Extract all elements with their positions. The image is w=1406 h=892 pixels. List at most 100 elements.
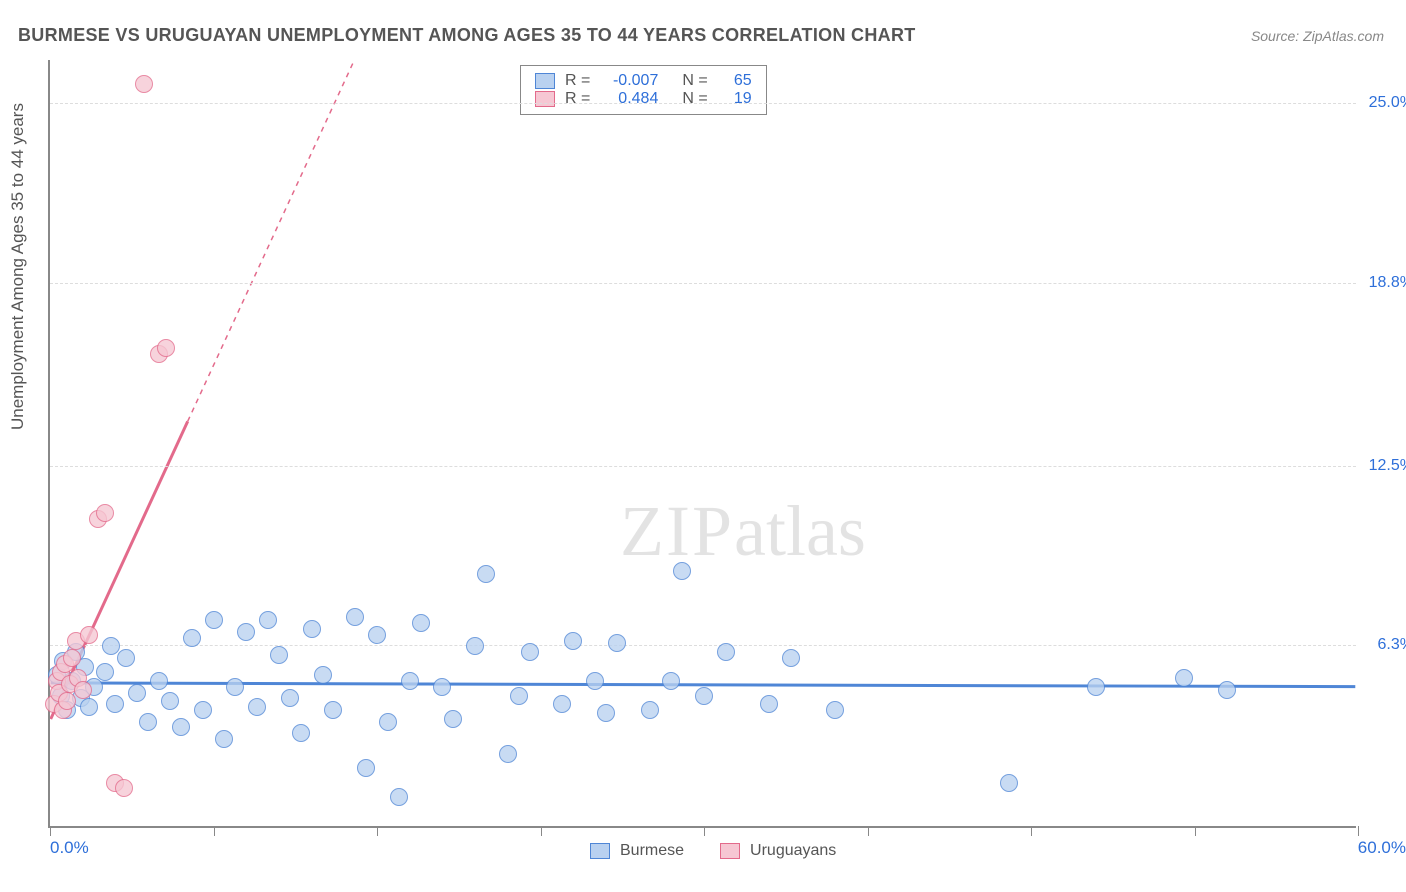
data-point [1218,681,1236,699]
data-point [74,681,92,699]
data-point [608,634,626,652]
data-point [499,745,517,763]
data-point [401,672,419,690]
data-point [96,504,114,522]
y-tick-label: 18.8% [1369,274,1406,292]
data-point [1175,669,1193,687]
data-point [390,788,408,806]
data-point [826,701,844,719]
plot-area: ZIPatlas R =-0.007N =65R =0.484N =19 0.0… [48,60,1356,828]
x-axis-min-label: 0.0% [50,838,89,858]
data-point [194,701,212,719]
x-tick [377,826,378,836]
data-point [102,637,120,655]
x-tick [868,826,869,836]
data-point [128,684,146,702]
legend-stats: R = -0.007 N = 65R = 0.484 N = 19 [520,65,767,115]
gridline [50,283,1356,284]
legend-r-value: 0.484 [600,90,658,108]
legend-label: Burmese [620,842,684,860]
legend-label: Uruguayans [750,842,836,860]
data-point [161,692,179,710]
x-tick [214,826,215,836]
x-tick [1358,826,1359,836]
x-tick [1031,826,1032,836]
chart-title: BURMESE VS URUGUAYAN UNEMPLOYMENT AMONG … [18,25,916,46]
data-point [368,626,386,644]
y-tick-label: 12.5% [1369,457,1406,475]
source-credit: Source: ZipAtlas.com [1251,28,1384,44]
legend-r-prefix: R = [565,72,590,90]
data-point [96,663,114,681]
x-axis-max-label: 60.0% [1358,838,1406,858]
legend-swatch [535,73,555,89]
data-point [433,678,451,696]
legend-stat-row: R =0.484N =19 [535,90,752,108]
legend-swatch [535,91,555,107]
data-point [586,672,604,690]
x-tick [541,826,542,836]
data-point [248,698,266,716]
data-point [357,759,375,777]
legend-n-value: 19 [718,90,752,108]
legend-n-prefix: N = [682,72,707,90]
data-point [237,623,255,641]
data-point [673,562,691,580]
data-point [205,611,223,629]
gridline [50,466,1356,467]
legend-n-prefix: N = [682,90,707,108]
x-tick [1195,826,1196,836]
data-point [115,779,133,797]
y-tick-label: 25.0% [1369,94,1406,112]
watermark-zip: ZIP [620,491,734,571]
gridline [50,645,1356,646]
data-point [477,565,495,583]
data-point [695,687,713,705]
data-point [662,672,680,690]
chart-container: BURMESE VS URUGUAYAN UNEMPLOYMENT AMONG … [0,0,1406,892]
legend-swatch [720,843,740,859]
legend-stat-row: R = -0.007 N = 65 [535,72,752,90]
data-point [80,626,98,644]
legend-item: Uruguayans [720,842,836,860]
data-point [314,666,332,684]
data-point [760,695,778,713]
data-point [281,689,299,707]
data-point [270,646,288,664]
data-point [553,695,571,713]
legend-r-value: -0.007 [600,72,658,90]
legend-n-value: 65 [718,72,752,90]
data-point [106,695,124,713]
data-point [412,614,430,632]
legend-swatch [590,843,610,859]
data-point [444,710,462,728]
data-point [139,713,157,731]
data-point [117,649,135,667]
data-point [259,611,277,629]
data-point [150,672,168,690]
data-point [1087,678,1105,696]
data-point [157,339,175,357]
legend-item: Burmese [590,842,684,860]
data-point [292,724,310,742]
data-point [226,678,244,696]
regression-line-extrapolated [188,60,388,421]
data-point [510,687,528,705]
data-point [303,620,321,638]
y-tick-label: 6.3% [1378,636,1406,654]
x-tick [704,826,705,836]
data-point [346,608,364,626]
data-point [1000,774,1018,792]
regression-lines [50,60,1356,826]
data-point [324,701,342,719]
data-point [466,637,484,655]
watermark: ZIPatlas [620,490,866,573]
y-axis-label: Unemployment Among Ages 35 to 44 years [8,103,28,430]
gridline [50,103,1356,104]
data-point [564,632,582,650]
data-point [63,649,81,667]
data-point [183,629,201,647]
data-point [597,704,615,722]
data-point [641,701,659,719]
data-point [379,713,397,731]
